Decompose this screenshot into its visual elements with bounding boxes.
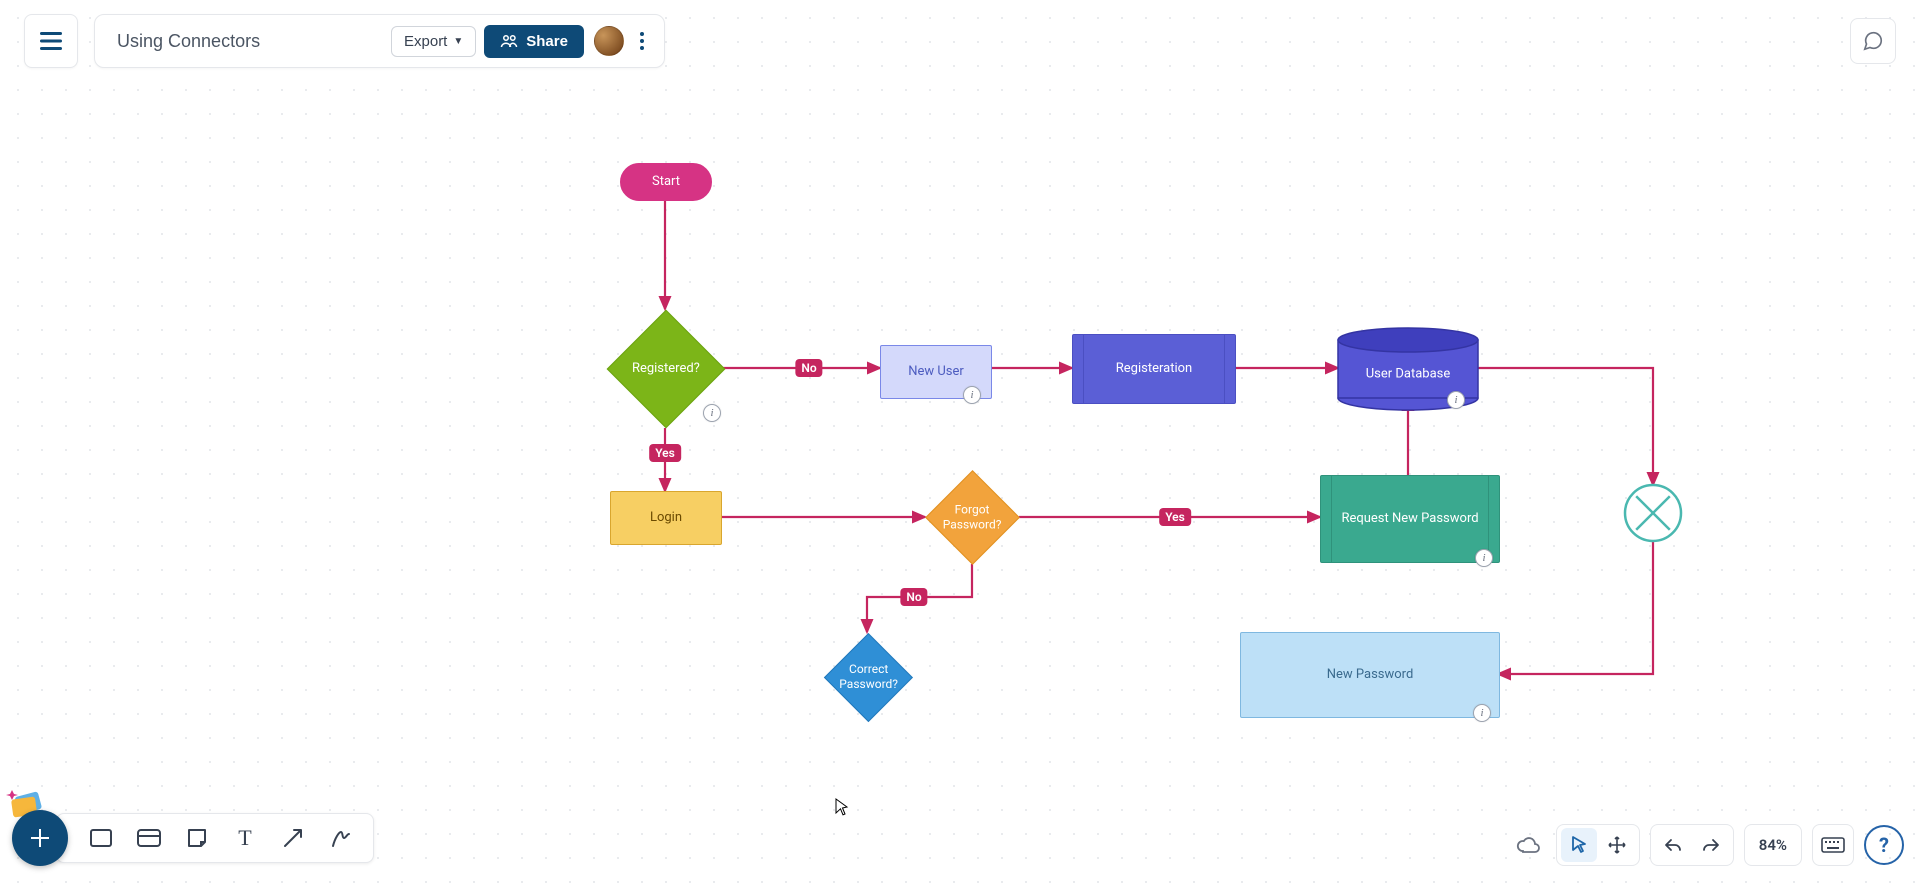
edge-label: No (795, 359, 822, 377)
undo-redo-group (1650, 824, 1734, 866)
help-icon: ? (1879, 833, 1889, 857)
zoom-group[interactable]: 84% (1744, 824, 1802, 866)
bottom-left-toolbar: T (12, 810, 374, 866)
chat-icon (1862, 30, 1884, 52)
zoom-label: 84% (1749, 836, 1797, 854)
svg-text:User Database: User Database (1366, 367, 1451, 382)
node-requestpw[interactable]: Request New Password (1320, 475, 1500, 563)
edge[interactable] (1478, 368, 1653, 485)
note-icon (186, 827, 208, 849)
bottom-right-toolbar: 84% ? (1510, 824, 1904, 866)
chevron-down-icon: ▼ (453, 36, 463, 47)
tool-rectangle[interactable] (79, 818, 123, 858)
move-icon (1607, 835, 1627, 855)
share-button[interactable]: Share (484, 25, 584, 58)
canvas[interactable]: User Database StartRegistered?iNew Useri… (0, 0, 1920, 884)
pen-icon (329, 826, 353, 850)
people-icon (500, 34, 518, 48)
edge-label: Yes (1159, 508, 1191, 526)
info-icon[interactable]: i (703, 404, 721, 422)
shape-toolbar: T (56, 813, 374, 863)
share-label: Share (526, 33, 568, 50)
info-icon[interactable]: i (1475, 549, 1493, 567)
tool-card[interactable] (127, 818, 171, 858)
edge-label: No (900, 588, 927, 606)
export-label: Export (404, 33, 447, 50)
card-icon (136, 828, 162, 848)
cursor-icon (1570, 835, 1588, 855)
arrow-icon (281, 826, 305, 850)
info-icon[interactable]: i (1473, 704, 1491, 722)
diagram-svg: User Database (0, 0, 1920, 884)
avatar[interactable] (594, 26, 624, 56)
tool-connector[interactable] (271, 818, 315, 858)
edge[interactable] (1498, 541, 1653, 674)
hamburger-icon (40, 32, 62, 50)
redo-button[interactable] (1693, 828, 1729, 862)
keyboard-icon (1821, 837, 1845, 853)
node-login[interactable]: Login (610, 491, 722, 545)
cloud-sync-button[interactable] (1510, 828, 1546, 862)
add-shape-fab[interactable] (12, 810, 68, 866)
node-start[interactable]: Start (620, 163, 712, 201)
keyboard-button[interactable] (1812, 824, 1854, 866)
topbar: Export ▼ Share (24, 14, 1896, 68)
export-button[interactable]: Export ▼ (391, 26, 476, 57)
node-registration[interactable]: Registeration (1072, 334, 1236, 404)
tool-note[interactable] (175, 818, 219, 858)
edge-label: Yes (649, 444, 681, 462)
text-icon: T (238, 825, 251, 851)
menu-button[interactable] (24, 14, 78, 68)
plus-icon (28, 826, 52, 850)
info-icon[interactable]: i (1447, 391, 1465, 409)
cloud-icon (1516, 836, 1540, 854)
info-icon[interactable]: i (963, 386, 981, 404)
comments-button[interactable] (1850, 18, 1896, 64)
tool-freehand[interactable] (319, 818, 363, 858)
cursor-mode-group (1556, 824, 1640, 866)
pan-mode-button[interactable] (1599, 828, 1635, 862)
doc-toolbar: Export ▼ Share (94, 14, 665, 68)
redo-icon (1701, 837, 1721, 853)
rectangle-icon (89, 828, 113, 848)
undo-button[interactable] (1655, 828, 1691, 862)
undo-icon (1663, 837, 1683, 853)
node-connector[interactable] (1625, 485, 1681, 541)
select-mode-button[interactable] (1561, 828, 1597, 862)
doc-title-input[interactable] (103, 31, 391, 52)
help-button[interactable]: ? (1864, 825, 1904, 865)
more-menu-button[interactable] (628, 32, 656, 50)
node-newpw[interactable]: New Password (1240, 632, 1500, 718)
tool-text[interactable]: T (223, 818, 267, 858)
